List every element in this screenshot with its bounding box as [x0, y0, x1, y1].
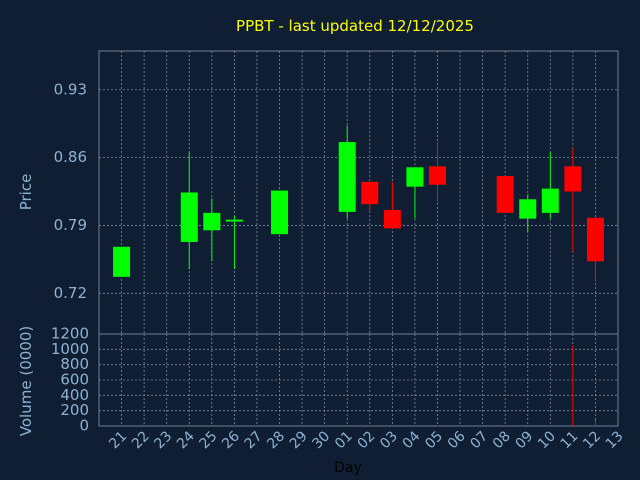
candle-body — [180, 192, 198, 242]
price-tick-label: 0.79 — [54, 216, 87, 234]
x-tick-label: 23 — [151, 428, 175, 452]
candle-body — [361, 181, 379, 205]
x-tick-label: 24 — [174, 428, 198, 452]
candle-body — [428, 166, 446, 185]
candle-body — [203, 212, 221, 231]
x-tick-label: 26 — [219, 428, 243, 452]
x-tick-label: 08 — [490, 428, 514, 452]
candle-body — [406, 167, 424, 187]
volume-grid — [99, 334, 618, 426]
candlesticks — [113, 125, 604, 282]
x-tick-label: 07 — [467, 428, 491, 452]
price-panel-frame — [98, 50, 619, 335]
price-tick-label: 0.93 — [54, 80, 87, 98]
x-tick-label: 06 — [445, 428, 469, 452]
x-tick-label: 02 — [355, 428, 379, 452]
volume-axis-label: Volume (0000) — [17, 326, 35, 436]
candle-body — [519, 199, 537, 219]
price-tick-label: 0.86 — [54, 148, 87, 166]
price-axis: 0.72 0.79 0.86 0.93 — [54, 80, 87, 302]
volume-tick-label: 600 — [60, 371, 89, 389]
price-tick-label: 0.72 — [54, 284, 87, 302]
x-axis-label: Day — [334, 460, 362, 476]
volume-tick-label: 400 — [60, 386, 89, 404]
x-tick-label: 27 — [242, 428, 266, 452]
x-tick-label: 10 — [535, 428, 559, 452]
candle-body — [113, 246, 131, 277]
x-tick-label: 28 — [264, 428, 288, 452]
x-tick-label: 12 — [580, 428, 604, 452]
x-tick-label: 11 — [558, 428, 582, 452]
x-tick-label: 25 — [197, 428, 221, 452]
candle-body — [271, 190, 289, 235]
chart-title: PPBT - last updated 12/12/2025 — [236, 17, 474, 35]
candle-body — [383, 209, 401, 229]
volume-tick-label: 800 — [60, 355, 89, 373]
x-tick-label: 21 — [106, 428, 130, 452]
volume-tick-label: 200 — [60, 401, 89, 419]
candle-body — [586, 217, 604, 262]
x-tick-label: 30 — [309, 428, 333, 452]
candle-body — [338, 142, 356, 212]
x-tick-label: 13 — [603, 428, 627, 452]
candle-body — [496, 176, 514, 213]
volume-tick-label: 1200 — [51, 325, 89, 343]
price-axis-label: Price — [17, 174, 35, 211]
x-tick-label: 22 — [129, 428, 153, 452]
price-grid — [99, 51, 618, 334]
x-tick-label: 01 — [332, 428, 356, 452]
x-tick-label: 03 — [377, 428, 401, 452]
x-axis: 2122232425262728293001020304050607080910… — [106, 428, 626, 452]
volume-panel-frame — [98, 333, 619, 427]
x-tick-label: 29 — [287, 428, 311, 452]
volume-tick-label: 0 — [79, 417, 89, 435]
x-tick-label: 09 — [512, 428, 536, 452]
candle-body — [225, 219, 243, 222]
volume-tick-label: 1000 — [51, 340, 89, 358]
candle-body — [541, 188, 559, 213]
candle-body — [564, 166, 582, 192]
x-tick-label: 05 — [422, 428, 446, 452]
x-tick-label: 04 — [400, 428, 424, 452]
volume-bars — [188, 345, 596, 426]
